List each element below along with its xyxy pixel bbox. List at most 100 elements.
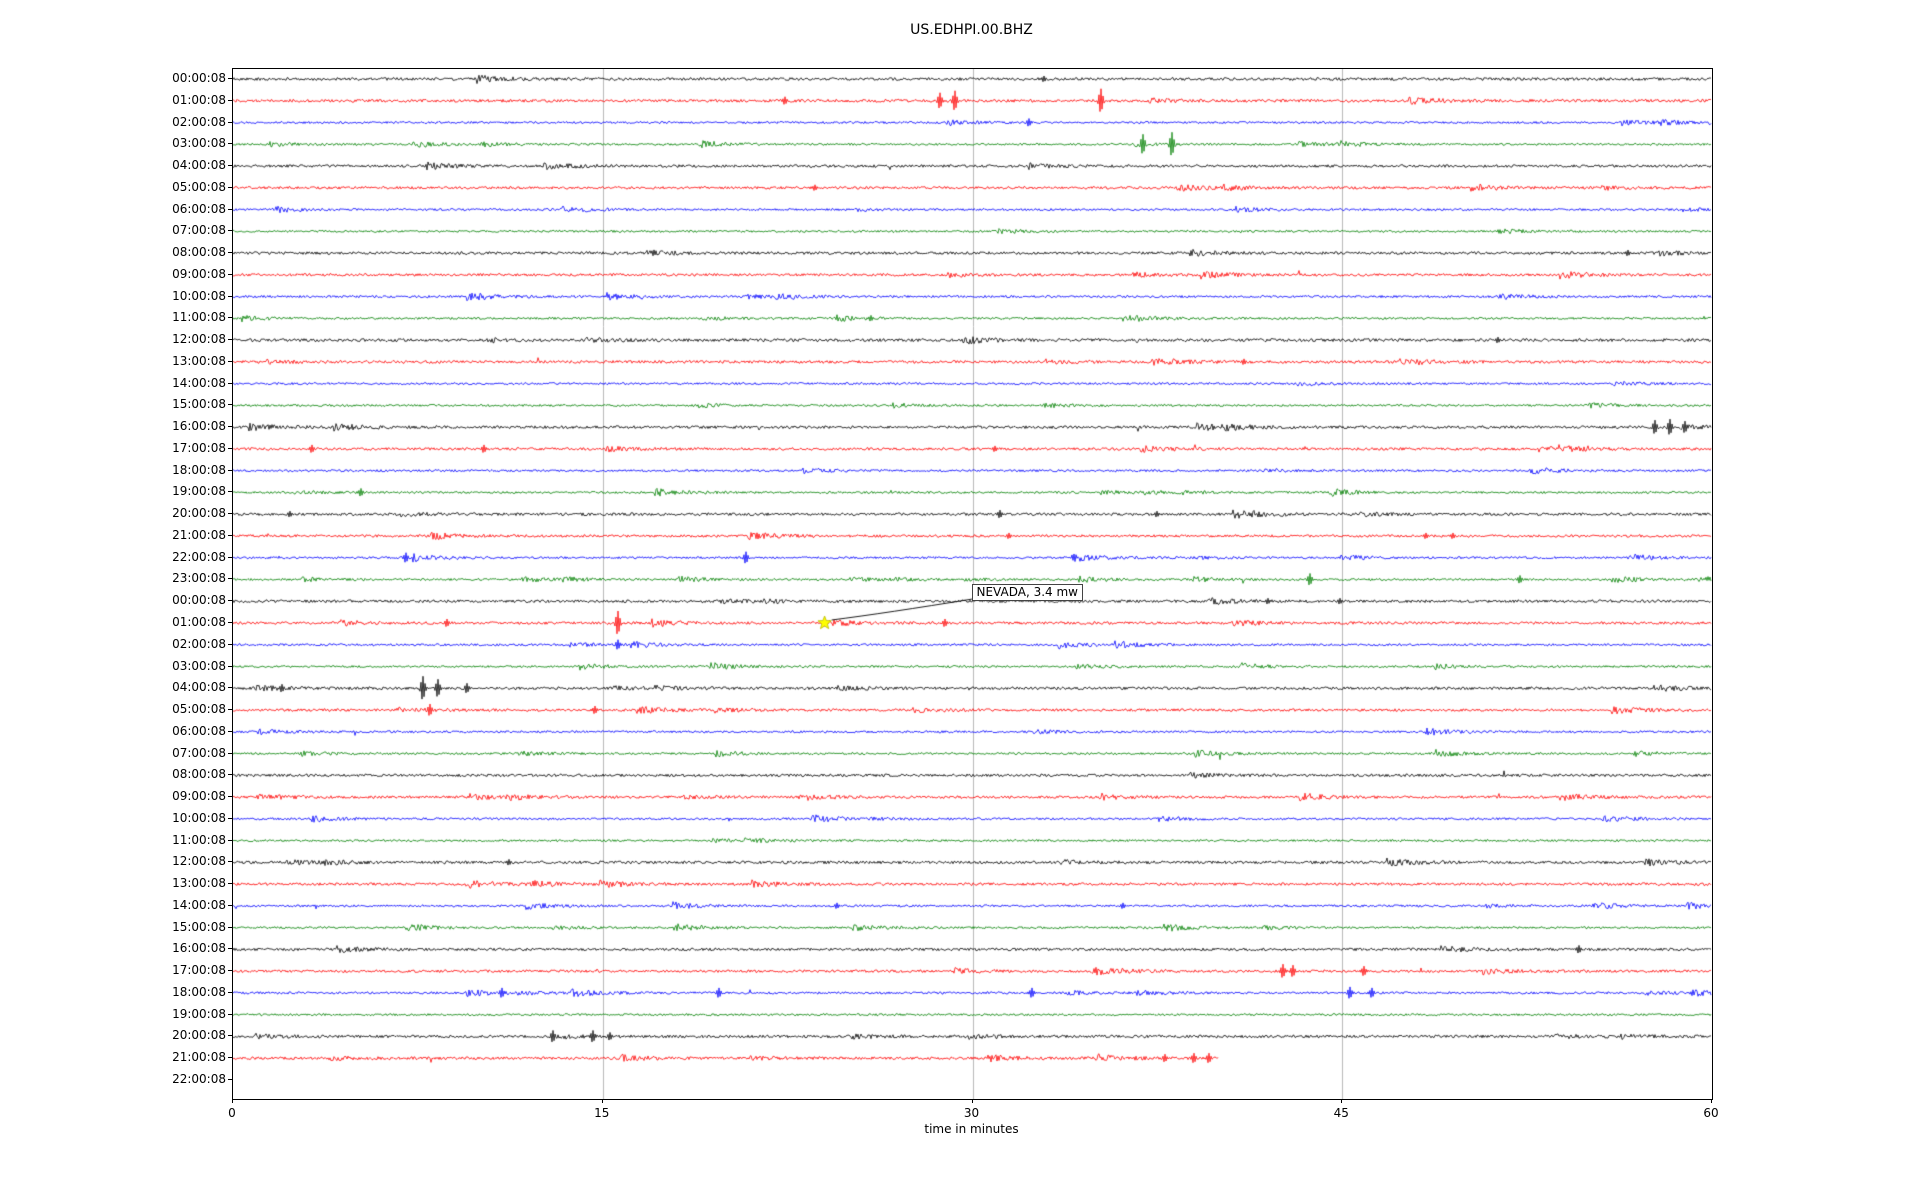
y-axis-time-label: 11:00:08: [172, 310, 226, 325]
x-axis-tick-label: 60: [1703, 1106, 1719, 1120]
x-axis-tick: [1341, 1099, 1343, 1103]
y-axis-time-label: 19:00:08: [172, 1006, 226, 1021]
y-axis-time-label: 05:00:08: [172, 702, 226, 717]
y-axis-time-label: 21:00:08: [172, 1050, 226, 1065]
x-axis-tick-label: 45: [1333, 1106, 1349, 1120]
y-axis-tick: [228, 78, 232, 79]
y-axis-tick: [228, 186, 232, 188]
y-axis-time-label: 00:00:08: [172, 71, 226, 85]
y-axis-time-label: 14:00:08: [172, 375, 226, 390]
y-axis-tick: [228, 143, 232, 145]
y-axis-time-label: 11:00:08: [172, 832, 226, 847]
y-axis-tick: [228, 774, 232, 776]
y-axis-time-label: 18:00:08: [172, 462, 226, 477]
y-axis-tick: [228, 1013, 232, 1015]
y-axis-time-label: 16:00:08: [172, 941, 226, 956]
y-axis-time-label: 04:00:08: [172, 680, 226, 695]
y-axis-time-label: 04:00:08: [172, 158, 226, 173]
y-axis-time-label: 15:00:08: [172, 397, 226, 412]
y-axis-tick: [228, 556, 232, 558]
y-axis-time-label: 03:00:08: [172, 136, 226, 151]
y-axis-tick: [228, 622, 232, 623]
y-axis-time-label: 07:00:08: [172, 223, 226, 238]
y-axis-time-label: 01:00:08: [172, 615, 226, 629]
y-axis-tick: [228, 99, 232, 101]
y-axis-time-label: 18:00:08: [172, 984, 226, 999]
y-axis-time-label: 20:00:08: [172, 506, 226, 521]
y-axis-time-label: 05:00:08: [172, 179, 226, 194]
y-axis-time-label: 00:00:08: [172, 593, 226, 608]
y-axis-time-label: 03:00:08: [172, 658, 226, 673]
y-axis-tick: [228, 883, 232, 885]
y-axis-time-label: 12:00:08: [172, 854, 226, 869]
y-axis-time-label: 09:00:08: [172, 266, 226, 281]
y-axis-tick: [228, 991, 232, 993]
y-axis-tick: [228, 926, 232, 928]
y-axis-tick: [228, 404, 232, 406]
y-axis-tick: [228, 861, 232, 863]
page-title: US.EDHPI.00.BHZ: [910, 22, 1033, 38]
y-axis-tick: [228, 948, 232, 950]
y-axis-time-label: 07:00:08: [172, 745, 226, 760]
y-axis-time-label: 02:00:08: [172, 114, 226, 129]
y-axis-tick: [228, 513, 232, 515]
y-axis-tick: [228, 904, 232, 906]
y-axis-time-label: 20:00:08: [172, 1028, 226, 1043]
x-axis-title: time in minutes: [924, 1122, 1019, 1136]
y-axis-tick: [228, 165, 232, 167]
y-axis-tick: [228, 426, 232, 428]
y-axis-tick: [228, 839, 232, 841]
y-axis-time-label: 06:00:08: [172, 723, 226, 738]
event-annotation-label: NEVADA, 3.4 mw: [971, 584, 1083, 601]
y-axis-tick: [228, 252, 232, 254]
x-axis-tick: [971, 1099, 973, 1103]
y-axis-time-label: 13:00:08: [172, 353, 226, 368]
y-axis-time-label: 22:00:08: [172, 549, 226, 564]
y-axis-time-label: 01:00:08: [172, 92, 226, 107]
y-axis-time-label: 06:00:08: [172, 201, 226, 216]
x-axis-tick-label: 0: [228, 1106, 236, 1120]
y-axis-tick: [228, 469, 232, 471]
y-axis-tick: [228, 1078, 232, 1080]
y-axis-tick: [228, 491, 232, 493]
y-axis-time-label: 22:00:08: [172, 1071, 226, 1086]
y-axis-time-label: 21:00:08: [172, 527, 226, 542]
y-axis-time-label: 10:00:08: [172, 288, 226, 303]
y-axis-time-label: 14:00:08: [172, 897, 226, 912]
y-axis-tick: [228, 730, 232, 732]
y-axis-tick: [228, 447, 232, 449]
y-axis-time-label: 23:00:08: [172, 571, 226, 586]
y-axis-tick: [228, 687, 232, 689]
y-axis-time-label: 02:00:08: [172, 636, 226, 651]
y-axis-tick: [228, 317, 232, 319]
y-axis-tick: [228, 339, 232, 341]
y-axis-tick: [228, 709, 232, 711]
y-axis-tick: [228, 208, 232, 210]
x-axis-tick-label: 15: [594, 1106, 610, 1120]
x-axis-tick: [232, 1099, 233, 1103]
y-axis-tick: [228, 600, 232, 602]
y-axis-tick: [228, 534, 232, 536]
y-axis-time-label: 15:00:08: [172, 919, 226, 934]
y-axis-tick: [228, 643, 232, 645]
y-axis-tick: [228, 970, 232, 972]
y-axis-tick: [228, 360, 232, 362]
y-axis-time-label: 12:00:08: [172, 332, 226, 347]
y-axis-tick: [228, 817, 232, 819]
y-axis-tick: [228, 1035, 232, 1037]
y-axis-tick: [228, 273, 232, 275]
y-axis-tick: [228, 121, 232, 123]
y-axis-time-label: 08:00:08: [172, 245, 226, 260]
y-axis-tick: [228, 796, 232, 798]
y-axis-tick: [228, 578, 232, 580]
y-axis-tick: [228, 382, 232, 384]
x-axis-tick-label: 30: [963, 1106, 980, 1120]
y-axis-time-label: 17:00:08: [172, 963, 226, 978]
y-axis-time-label: 16:00:08: [172, 419, 226, 434]
y-axis-time-label: 09:00:08: [172, 789, 226, 804]
y-axis-tick: [228, 665, 232, 667]
y-axis-tick: [228, 230, 232, 232]
y-axis-tick: [228, 295, 232, 297]
y-axis-time-label: 19:00:08: [172, 484, 226, 499]
